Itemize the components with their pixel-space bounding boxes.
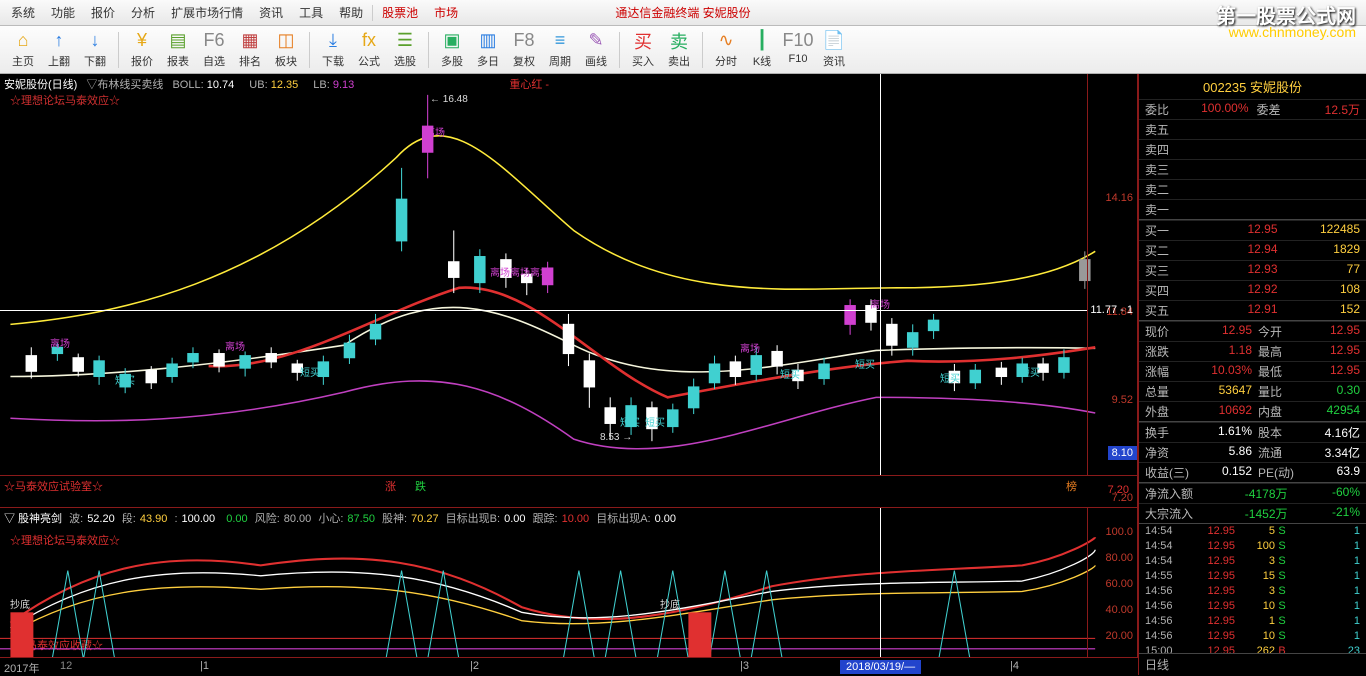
- crosshair-v: [880, 508, 881, 657]
- sub-indicator-2[interactable]: ▽ 股神亮剑 波:52.20 段:43.90 :100.00 0.00 风险:8…: [0, 507, 1138, 657]
- sell-row: 卖三: [1139, 159, 1366, 179]
- buy-row: 买一12.95122485: [1139, 220, 1366, 240]
- menu-工具[interactable]: 工具: [292, 1, 330, 24]
- stock-title: 002235 安妮股份: [1139, 74, 1366, 99]
- sell-row: 卖一: [1139, 199, 1366, 219]
- tb-复权[interactable]: F8复权: [507, 29, 541, 71]
- tb-排名[interactable]: ▦排名: [233, 29, 267, 71]
- buy-row: 买三12.9377: [1139, 260, 1366, 280]
- tb-报价[interactable]: ¥报价: [125, 29, 159, 71]
- crosshair-v: [880, 74, 881, 475]
- menu-帮助[interactable]: 帮助: [332, 1, 370, 24]
- tb-板块[interactable]: ◫板块: [269, 29, 303, 71]
- tick-row: 14:5412.95100S1: [1139, 539, 1366, 554]
- quote-row: 换手1.61%股本4.16亿: [1139, 422, 1366, 442]
- kline-chart[interactable]: 安妮股份(日线) ▽布林线买卖线 BOLL: 10.74 UB: 12.35 L…: [0, 74, 1138, 475]
- tb-下翻[interactable]: ↓下翻: [78, 29, 112, 71]
- sell-row: 卖五: [1139, 119, 1366, 139]
- chart-yaxis: 14.1611.849.527.2011.77 - 18.10: [1087, 74, 1137, 475]
- tab-股票池[interactable]: 股票池: [375, 1, 425, 24]
- buy-row: 买四12.92108: [1139, 280, 1366, 300]
- quote-row: 总量53647量比0.30: [1139, 381, 1366, 401]
- tb-周期[interactable]: ≡周期: [543, 29, 577, 71]
- buy-row: 买五12.91152: [1139, 300, 1366, 320]
- quote-row: 涨幅10.03%最低12.95: [1139, 361, 1366, 381]
- tb-卖出[interactable]: 卖卖出: [662, 29, 696, 71]
- tb-分时[interactable]: ∿分时: [709, 29, 743, 71]
- tick-row: 14:5612.951S1: [1139, 614, 1366, 629]
- tick-row: 14:5612.9510S1: [1139, 629, 1366, 644]
- sub-indicator-1: ☆马泰效应试验室☆ 涨 跌 榜 7.20: [0, 475, 1138, 507]
- menu-系统[interactable]: 系统: [4, 1, 42, 24]
- tb-主页[interactable]: ⌂主页: [6, 29, 40, 71]
- tb-K线[interactable]: ┃K线: [745, 29, 779, 71]
- tick-row: 14:5612.953S1: [1139, 584, 1366, 599]
- quote-row: 收益(三)0.152PE(动)63.9: [1139, 462, 1366, 482]
- flow-row: 净流入额-4178万-60%: [1139, 483, 1366, 503]
- sell-row: 卖四: [1139, 139, 1366, 159]
- app-title: 通达信金融终端 安妮股份: [615, 4, 750, 21]
- buy-row: 买二12.941829: [1139, 240, 1366, 260]
- quote-panel: 002235 安妮股份 委比100.00% 委差12.5万 卖五卖四卖三卖二卖一…: [1138, 74, 1366, 675]
- tb-F10[interactable]: F10F10: [781, 29, 815, 71]
- chart-watermark: ☆理想论坛马泰效应☆: [10, 92, 120, 108]
- tb-选股[interactable]: ☰选股: [388, 29, 422, 71]
- menu-资讯[interactable]: 资讯: [252, 1, 290, 24]
- tick-row: 14:5512.9515S1: [1139, 569, 1366, 584]
- tick-row: 15:0012.95262B23: [1139, 644, 1366, 653]
- tb-下载[interactable]: ⤓下载: [316, 29, 350, 71]
- menu-扩展市场行情[interactable]: 扩展市场行情: [164, 1, 250, 24]
- tick-row: 14:5612.9510S1: [1139, 599, 1366, 614]
- toolbar: ⌂主页↑上翻↓下翻 ¥报价▤报表F6自选▦排名◫板块 ⤓下载fx公式☰选股 ▣多股▥多…: [0, 26, 1366, 74]
- tb-报表[interactable]: ▤报表: [161, 29, 195, 71]
- tb-上翻[interactable]: ↑上翻: [42, 29, 76, 71]
- crosshair-h: [0, 310, 1087, 311]
- menu-分析[interactable]: 分析: [124, 1, 162, 24]
- tb-多股[interactable]: ▣多股: [435, 29, 469, 71]
- menubar: 系统功能报价分析扩展市场行情资讯工具帮助 股票池市场 通达信金融终端 安妮股份: [0, 0, 1366, 26]
- tb-画线[interactable]: ✎画线: [579, 29, 613, 71]
- sell-row: 卖二: [1139, 179, 1366, 199]
- chart-indicator-info: 安妮股份(日线) ▽布林线买卖线 BOLL: 10.74 UB: 12.35 L…: [4, 76, 555, 92]
- quote-row: 涨跌1.18最高12.95: [1139, 341, 1366, 361]
- chart-timeline: 2017年12|1|2|3|42018/03/19/—: [0, 657, 1138, 675]
- tb-买入[interactable]: 买买入: [626, 29, 660, 71]
- tb-多日[interactable]: ▥多日: [471, 29, 505, 71]
- period-tab[interactable]: 日线: [1139, 653, 1366, 675]
- tb-资讯[interactable]: 📄资讯: [817, 29, 851, 71]
- quote-row: 净资5.86流通3.34亿: [1139, 442, 1366, 462]
- tab-市场[interactable]: 市场: [427, 1, 465, 24]
- quote-row: 外盘10692内盘42954: [1139, 401, 1366, 421]
- weibi-row: 委比100.00% 委差12.5万: [1139, 99, 1366, 119]
- quote-row: 现价12.95今开12.95: [1139, 321, 1366, 341]
- tb-自选[interactable]: F6自选: [197, 29, 231, 71]
- tb-公式[interactable]: fx公式: [352, 29, 386, 71]
- tick-row: 14:5412.955S1: [1139, 524, 1366, 539]
- tick-row: 14:5412.953S1: [1139, 554, 1366, 569]
- flow-row: 大宗流入-1452万-21%: [1139, 503, 1366, 523]
- menu-功能[interactable]: 功能: [44, 1, 82, 24]
- menu-报价[interactable]: 报价: [84, 1, 122, 24]
